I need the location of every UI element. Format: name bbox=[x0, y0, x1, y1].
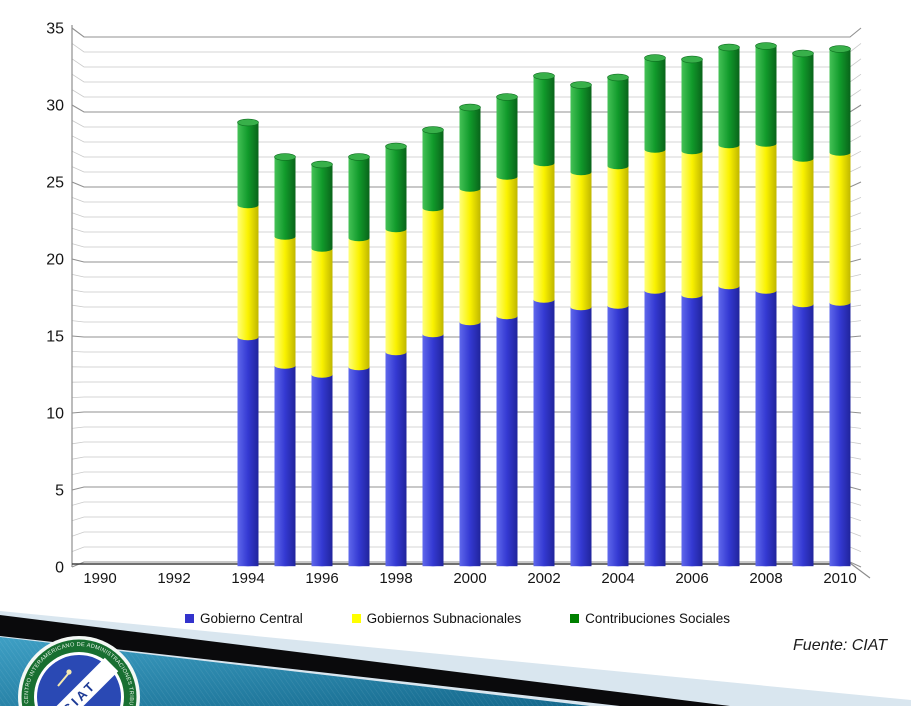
bar-2002 bbox=[533, 72, 555, 567]
torch-icon bbox=[57, 669, 72, 687]
svg-text:2004: 2004 bbox=[601, 570, 634, 587]
bar-2007 bbox=[718, 43, 740, 567]
svg-text:30: 30 bbox=[46, 98, 64, 115]
bar-2006 bbox=[681, 55, 703, 567]
bar-2008 bbox=[755, 42, 777, 567]
stacked-bar-chart: 0 5 10 15 20 25 30 35 1990 1992 1994 1996 1998 2000 20… bbox=[46, 21, 871, 587]
legend-label: Contribuciones Sociales bbox=[585, 611, 730, 626]
legend-item-gobierno-central: Gobierno Central bbox=[185, 611, 303, 626]
svg-text:25: 25 bbox=[46, 175, 64, 192]
svg-text:35: 35 bbox=[46, 21, 64, 38]
bar-1997 bbox=[348, 153, 370, 567]
svg-text:2008: 2008 bbox=[749, 570, 782, 587]
legend-item-gobiernos-subnacionales: Gobiernos Subnacionales bbox=[351, 611, 522, 626]
bar-1998 bbox=[385, 142, 407, 567]
legend-swatch-blue bbox=[185, 614, 194, 623]
legend-swatch-yellow bbox=[351, 614, 361, 623]
svg-text:5: 5 bbox=[55, 483, 64, 500]
svg-text:2000: 2000 bbox=[453, 570, 486, 587]
ciat-logo: CENTRO INTERAMERICANO DE ADMINISTRACIONE… bbox=[18, 636, 140, 706]
banner-black-wedge bbox=[0, 615, 730, 706]
legend-label: Gobierno Central bbox=[200, 611, 303, 626]
legend-item-contribuciones-sociales: Contribuciones Sociales bbox=[570, 611, 730, 626]
bar-1995 bbox=[274, 153, 296, 567]
svg-text:1996: 1996 bbox=[305, 570, 338, 587]
bars bbox=[237, 42, 851, 567]
chart-legend: Gobierno Central Gobiernos Subnacionales… bbox=[185, 611, 730, 626]
y-axis-labels: 0 5 10 15 20 25 30 35 bbox=[46, 21, 64, 577]
bar-2003 bbox=[570, 81, 592, 567]
svg-text:20: 20 bbox=[46, 252, 64, 269]
svg-text:2006: 2006 bbox=[675, 570, 708, 587]
svg-text:1998: 1998 bbox=[379, 570, 412, 587]
bar-1996 bbox=[311, 160, 333, 567]
svg-text:2002: 2002 bbox=[527, 570, 560, 587]
svg-text:10: 10 bbox=[46, 406, 64, 423]
bar-2004 bbox=[607, 73, 629, 567]
bar-2009 bbox=[792, 49, 814, 567]
svg-text:0: 0 bbox=[55, 560, 64, 577]
svg-text:1994: 1994 bbox=[231, 570, 264, 587]
legend-label: Gobiernos Subnacionales bbox=[366, 611, 522, 626]
svg-text:2010: 2010 bbox=[823, 570, 856, 587]
decorative-banner: CENTRO INTERAMERICANO DE ADMINISTRACIONE… bbox=[0, 611, 911, 706]
bar-2005 bbox=[644, 54, 666, 567]
bar-2001 bbox=[496, 93, 518, 567]
bar-2000 bbox=[459, 103, 481, 567]
svg-text:15: 15 bbox=[46, 329, 64, 346]
bar-1999 bbox=[422, 126, 444, 567]
bar-1994 bbox=[237, 118, 259, 567]
banner-teal-hatch bbox=[0, 637, 590, 706]
bar-2010 bbox=[829, 45, 851, 567]
x-axis-labels: 1990 1992 1994 1996 1998 2000 2002 2004 2006 2008… bbox=[83, 570, 856, 587]
legend-swatch-green bbox=[570, 614, 580, 623]
svg-text:1992: 1992 bbox=[157, 570, 190, 587]
svg-text:1990: 1990 bbox=[83, 570, 116, 587]
source-note: Fuente: CIAT bbox=[793, 637, 887, 654]
